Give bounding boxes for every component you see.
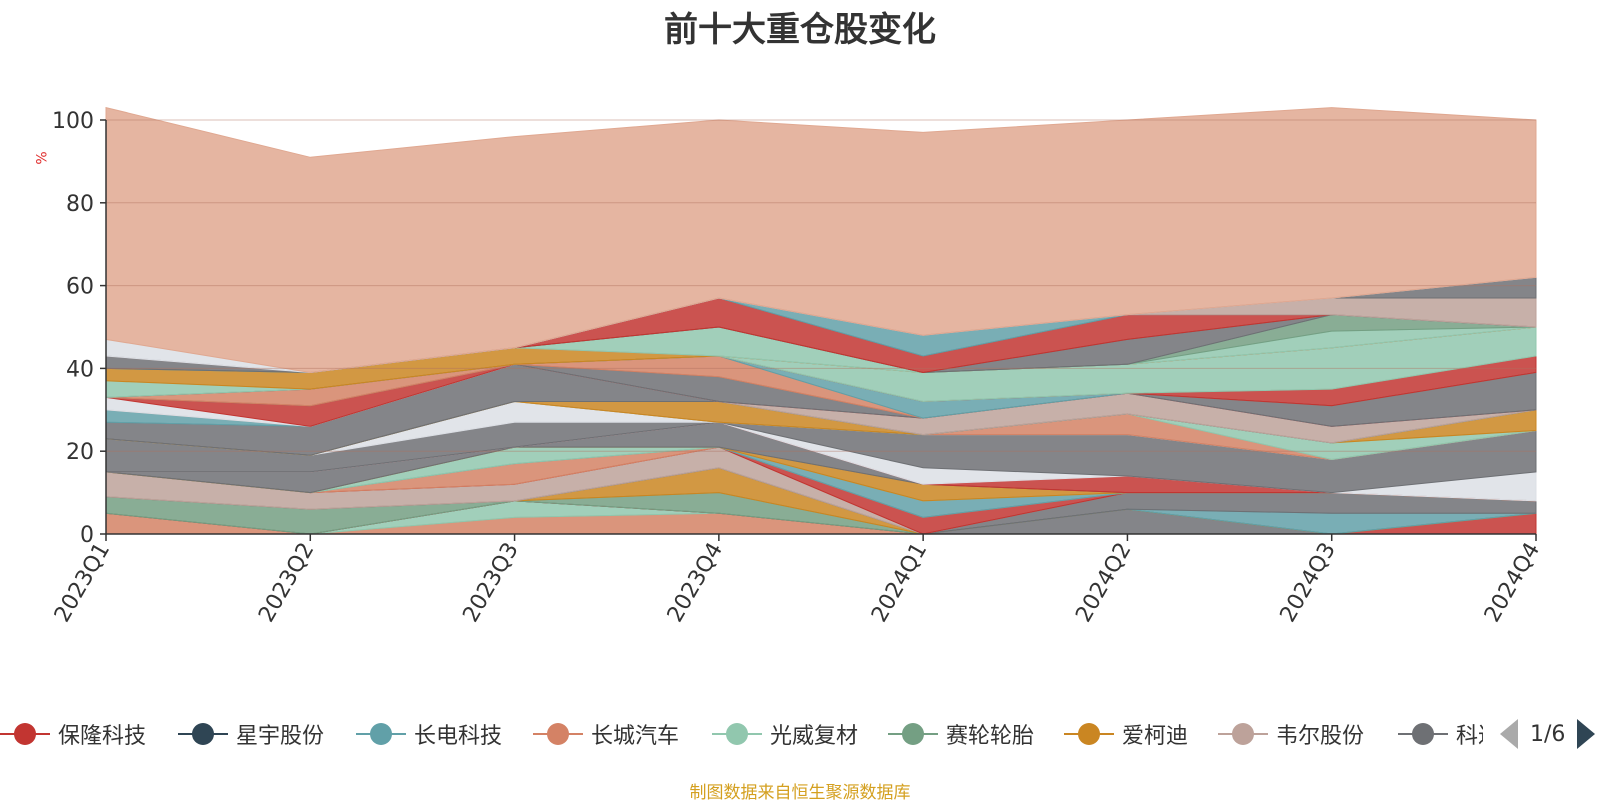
y-tick-label: 20	[66, 440, 94, 465]
data-source-note: 制图数据来自恒生聚源数据库	[689, 783, 911, 803]
legend-prev-page-icon[interactable]	[1500, 719, 1518, 749]
x-tick-label: 2024Q3	[1276, 539, 1341, 627]
legend-marker-icon	[0, 722, 50, 746]
legend-label: 韦尔股份	[1276, 724, 1365, 749]
x-tick-label: 2024Q2	[1071, 539, 1136, 627]
legend-item[interactable]: 爱柯迪	[1064, 714, 1188, 754]
legend-marker-icon	[533, 722, 583, 746]
legend-item[interactable]: 长电科技	[356, 714, 502, 754]
legend-marker-icon	[888, 722, 938, 746]
gridlines	[106, 119, 1536, 452]
area-series-42	[105, 106, 1537, 374]
legend-item[interactable]: 长城汽车	[533, 714, 679, 754]
legend-item[interactable]: 保隆科技	[0, 714, 146, 754]
x-tick-label: 2023Q3	[458, 539, 523, 627]
legend-item[interactable]: 科达利	[1398, 714, 1483, 754]
legend-label: 保隆科技	[58, 724, 147, 749]
legend-label: 爱柯迪	[1122, 724, 1189, 749]
y-tick-label: 80	[66, 192, 94, 217]
legend-pager: 1/6	[1500, 714, 1596, 754]
x-tick-label: 2024Q1	[867, 539, 932, 627]
legend-label: 光威复材	[770, 724, 859, 749]
legend-item[interactable]: 韦尔股份	[1218, 714, 1364, 754]
legend-page-indicator: 1/6	[1530, 721, 1566, 747]
x-tick-label: 2023Q2	[254, 539, 319, 627]
legend-label: 科达利	[1456, 724, 1483, 749]
x-tick-label: 2023Q1	[50, 539, 115, 627]
legend-marker-icon	[356, 722, 406, 746]
stacked-area-chart: 0 20 40 60 80 100 2023Q1 2023Q2 2023Q3 2023Q4 2024…	[50, 106, 1545, 627]
legend-next-page-icon[interactable]	[1577, 719, 1596, 749]
legend-marker-icon	[1398, 722, 1448, 746]
legend-marker-icon	[1064, 722, 1114, 746]
legend-items: 保隆科技 星宇股份 长电科技 长城汽车 光威复材 赛轮轮胎 爱柯迪 韦尔股份 科达利	[0, 714, 1483, 754]
x-tick-label: 2023Q4	[663, 539, 728, 627]
legend-marker-icon	[1218, 722, 1268, 746]
chart-title: 前十大重仓股变化	[664, 10, 936, 50]
y-tick-label: 60	[66, 275, 94, 300]
legend-label: 长电科技	[414, 724, 503, 749]
legend-label: 赛轮轮胎	[946, 724, 1035, 749]
legend-marker-icon	[178, 722, 228, 746]
legend-marker-icon	[712, 722, 762, 746]
legend-label: 星宇股份	[236, 724, 325, 749]
y-tick-label: 0	[80, 523, 94, 548]
y-tick-label: 40	[66, 357, 94, 382]
legend-item[interactable]: 星宇股份	[178, 714, 324, 754]
y-tick-label: 100	[52, 109, 94, 134]
x-tick-label: 2024Q4	[1480, 539, 1545, 627]
legend-item[interactable]: 赛轮轮胎	[888, 714, 1034, 754]
legend-label: 长城汽车	[591, 724, 680, 749]
legend-item[interactable]: 光威复材	[712, 714, 858, 754]
area-series-group	[105, 106, 1537, 535]
legend: 保隆科技 星宇股份 长电科技 长城汽车 光威复材 赛轮轮胎 爱柯迪 韦尔股份 科达利 1/6	[0, 714, 1600, 754]
